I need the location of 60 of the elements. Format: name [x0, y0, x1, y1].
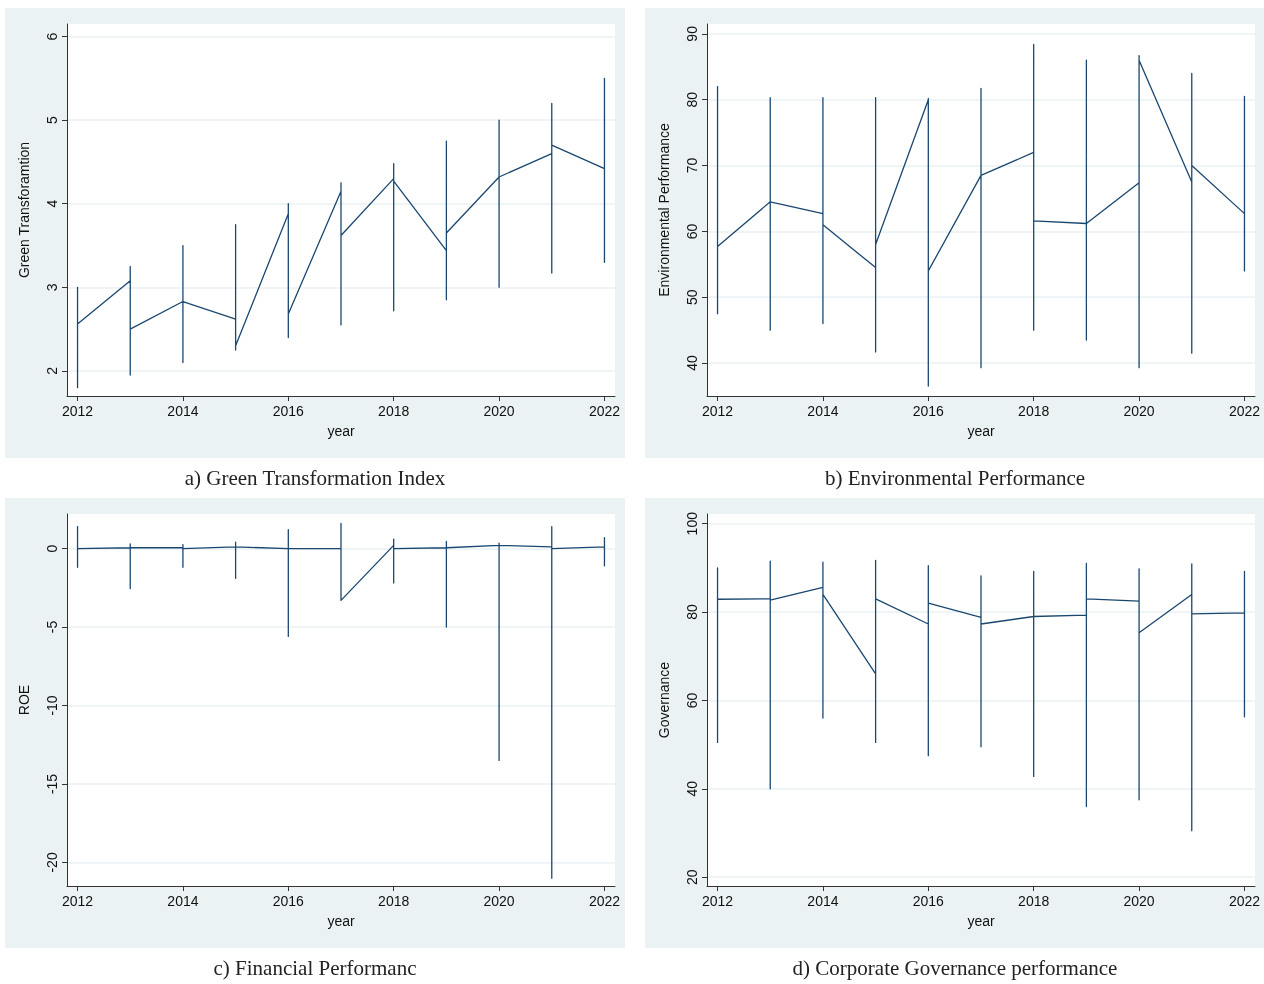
x-tick-label: 2016: [912, 893, 945, 909]
x-tick-label: 2022: [588, 893, 621, 909]
x-tick-label: 2014: [167, 893, 199, 909]
y-tick-label: 3: [44, 283, 60, 292]
line-series: [76, 77, 606, 389]
text: c) Financial Performanc: [212, 956, 418, 981]
text: a) Green Transformation Index: [183, 466, 447, 491]
x-tick-label: 2018: [1018, 403, 1050, 419]
x-axis-title: year: [967, 913, 995, 929]
text: d) Corporate Governance performance: [791, 956, 1119, 981]
x-axis-title: year: [967, 423, 995, 439]
y-tick-label: 5: [44, 116, 60, 125]
x-axis-title: year: [327, 913, 355, 929]
x-tick-label: 2018: [1018, 893, 1050, 909]
y-tick-label: 0: [44, 544, 60, 553]
y-tick-label: -20: [44, 852, 60, 873]
x-tick-label: 2012: [61, 893, 94, 909]
y-axis-title: ROE: [16, 684, 32, 716]
y-tick-label: -15: [44, 773, 60, 795]
y-tick-label: 60: [684, 223, 700, 240]
y-axis-title: Environmental Performance: [656, 123, 672, 297]
y-tick-label: 6: [44, 32, 60, 41]
x-tick-label: 2012: [61, 403, 94, 419]
y-tick-label: 100: [684, 511, 700, 536]
y-tick-label: 40: [684, 780, 700, 797]
y-tick-label: 80: [684, 604, 700, 620]
x-tick-label: 2014: [807, 403, 839, 419]
y-tick-label: 90: [684, 25, 700, 42]
x-tick-label: 2016: [912, 403, 945, 419]
x-tick-label: 2012: [701, 893, 734, 909]
y-tick-label: 50: [684, 289, 700, 306]
y-tick-label: -5: [44, 620, 60, 634]
x-tick-label: 2022: [1228, 403, 1261, 419]
x-tick-label: 2014: [167, 403, 199, 419]
x-tick-label: 2022: [1228, 893, 1261, 909]
x-tick-label: 2018: [378, 403, 410, 419]
x-tick-label: 2020: [1123, 403, 1155, 419]
x-tick-label: 2016: [272, 893, 305, 909]
line-series: [716, 559, 1246, 832]
x-tick-label: 2020: [483, 403, 515, 419]
y-tick-label: 80: [684, 91, 700, 108]
x-tick-label: 2012: [701, 403, 734, 419]
y-tick-label: 20: [684, 869, 700, 885]
y-axis-title: Green Transforamtion: [16, 141, 32, 279]
y-tick-label: -10: [44, 695, 60, 716]
x-tick-label: 2014: [807, 893, 839, 909]
y-tick-label: 60: [684, 692, 700, 709]
y-axis-title: Governance: [656, 661, 672, 739]
y-tick-label: 70: [684, 157, 700, 174]
y-tick-label: 2: [44, 366, 60, 375]
line-series: [716, 43, 1246, 387]
x-tick-label: 2020: [1123, 893, 1155, 909]
x-tick-label: 2020: [483, 893, 515, 909]
y-tick-label: 4: [44, 199, 60, 208]
x-tick-label: 2016: [272, 403, 305, 419]
text: b) Environmental Performance: [823, 466, 1087, 491]
x-tick-label: 2022: [588, 403, 621, 419]
x-axis-title: year: [327, 423, 355, 439]
y-tick-label: 40: [684, 355, 700, 371]
x-tick-label: 2018: [378, 893, 410, 909]
